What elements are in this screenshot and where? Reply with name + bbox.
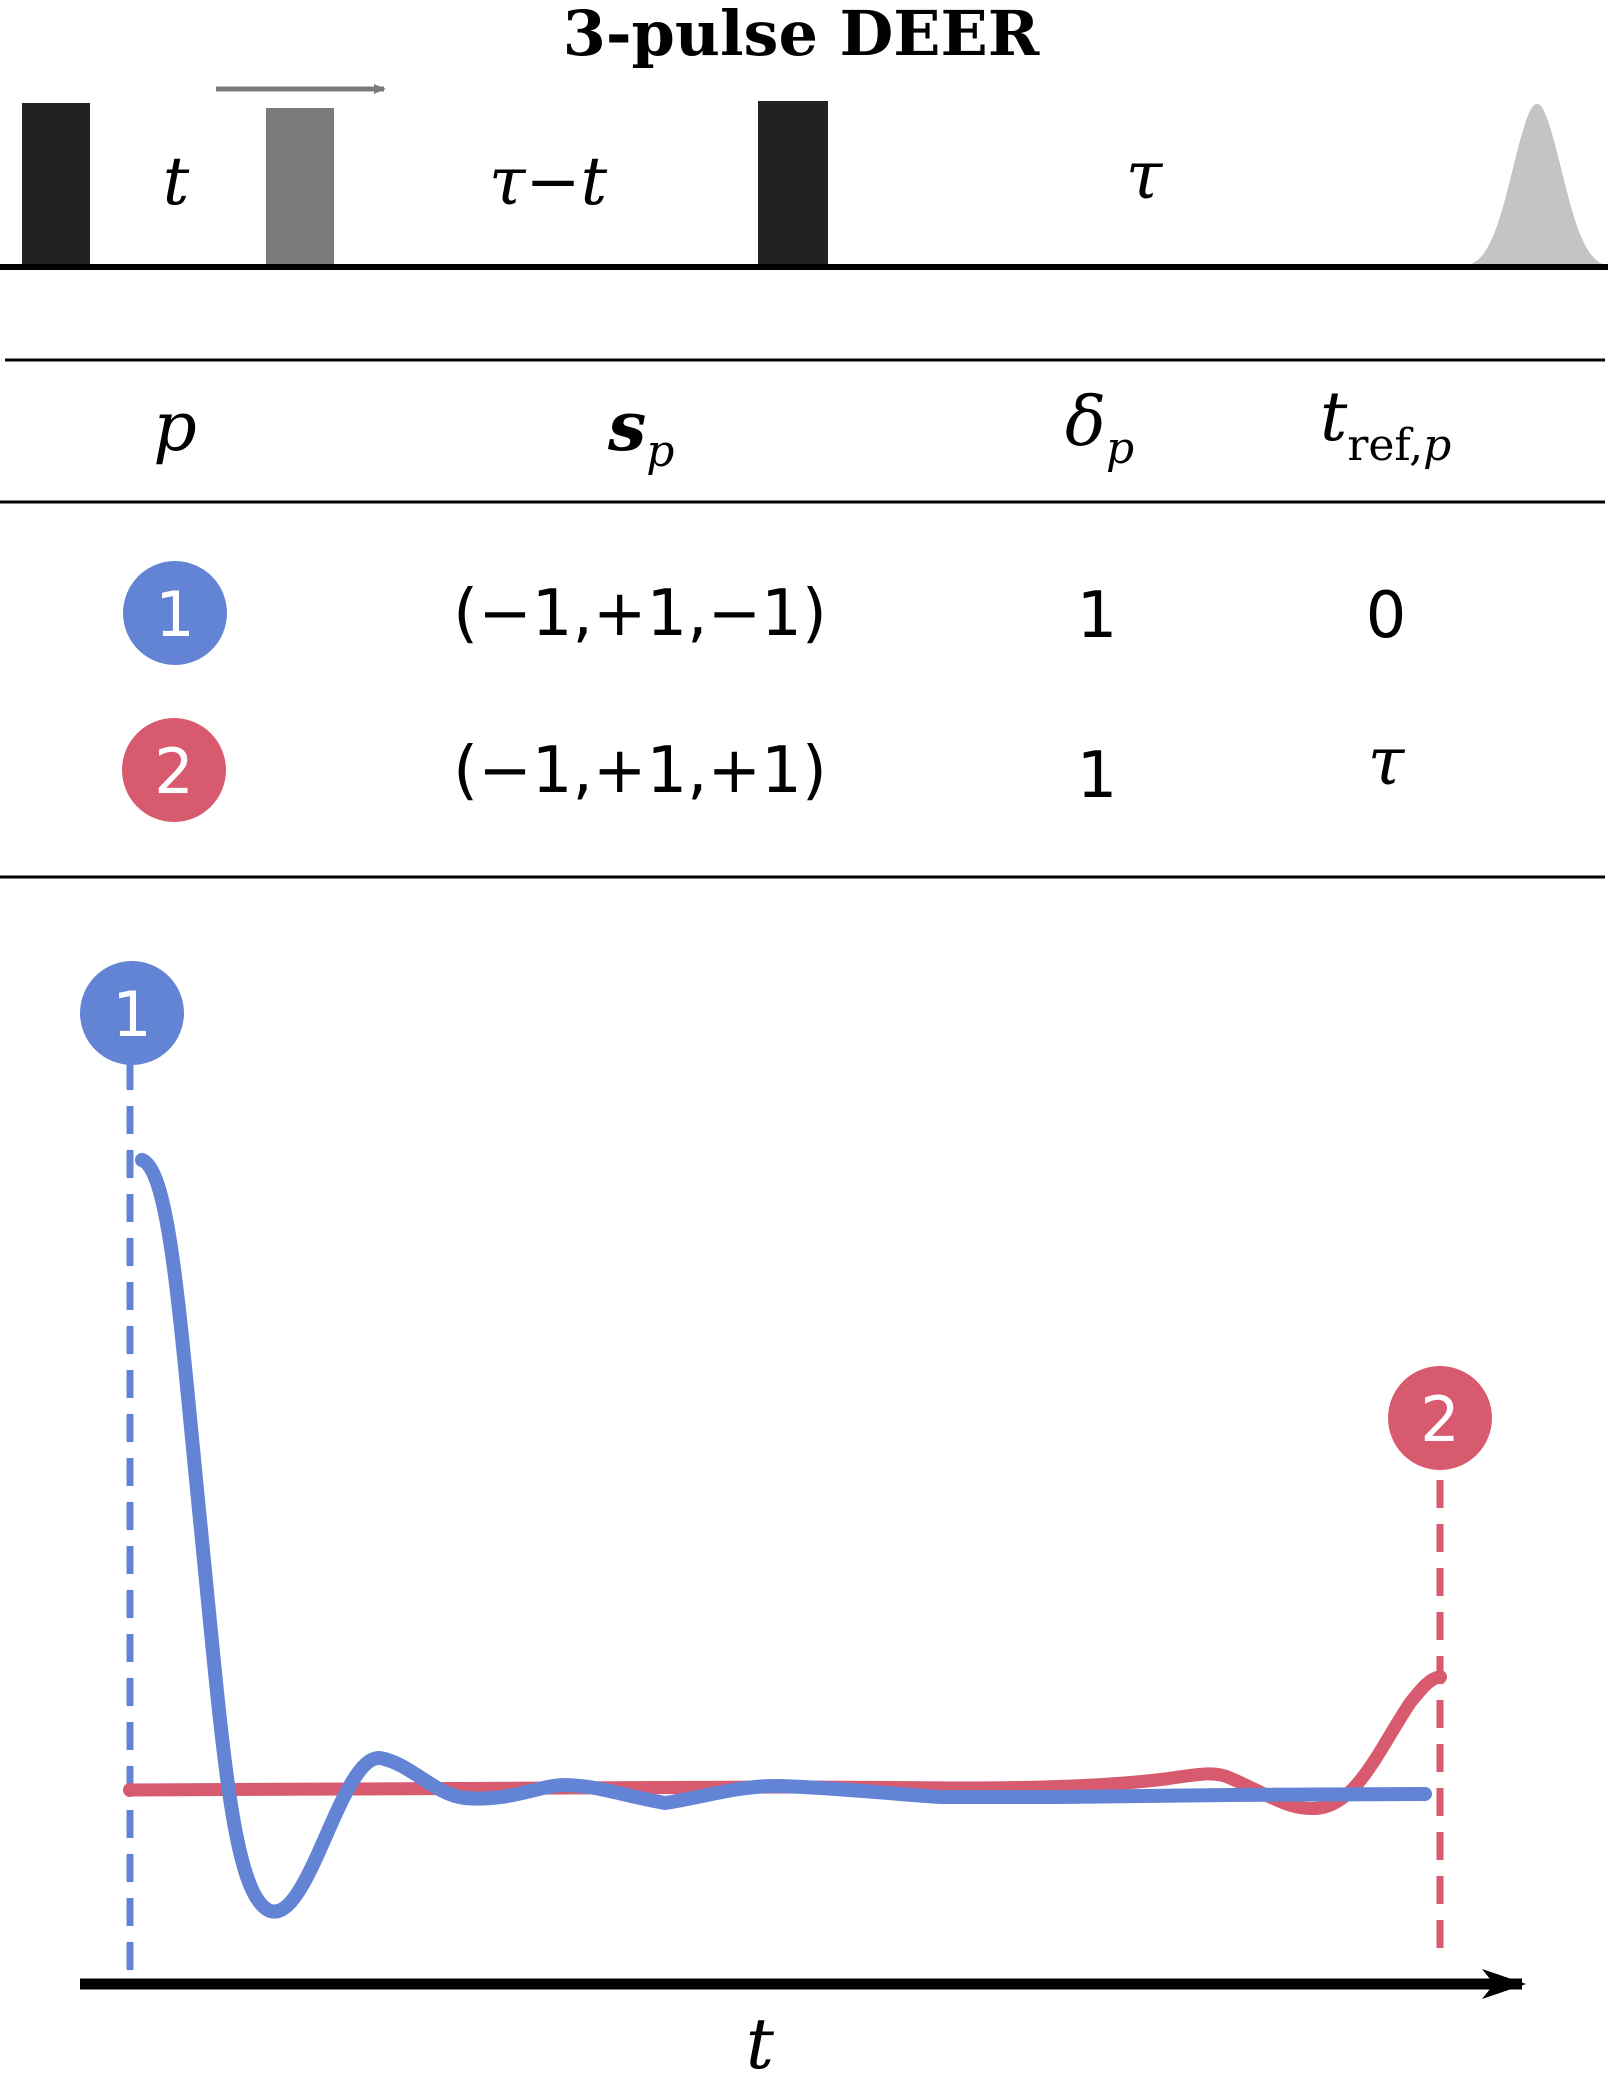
tref-cell: τ	[1368, 723, 1406, 800]
figure-title: 3-pulse DEER	[563, 0, 1040, 70]
pathway-1-marker-label: 1	[112, 978, 151, 1051]
s-vector-cell: (−1,+1,−1)	[453, 577, 827, 651]
delta-cell: 1	[1077, 579, 1118, 653]
pulse-2-pump	[266, 108, 334, 265]
header-s-p: sp	[607, 387, 674, 477]
pathway-2-marker	[1388, 1366, 1492, 1470]
header-tref-p: tref,p	[1320, 378, 1451, 471]
pathway-plot: 1 2 t	[80, 961, 1526, 2077]
tref-cell: 0	[1366, 579, 1407, 653]
pathway-badge-2	[122, 718, 226, 822]
pathway-badge-label: 1	[155, 578, 194, 651]
table-row: 2 (−1,+1,+1) 1 τ	[122, 718, 1406, 822]
pulse-1	[22, 103, 90, 265]
header-p: p	[153, 388, 197, 467]
pathway-table: p sp δp tref,p 1 (−1,+1,−1) 1 0 2 (−1,+1…	[0, 358, 1605, 879]
header-delta-p: δp	[1065, 383, 1134, 474]
delta-cell: 1	[1077, 739, 1118, 813]
delay-label-tau-minus-t: τ−t	[489, 143, 608, 220]
s-vector-cell: (−1,+1,+1)	[453, 734, 827, 808]
pathway-badge-label: 2	[154, 735, 193, 808]
pathway-2-end-dot	[1433, 1670, 1447, 1684]
pulse-3	[758, 101, 828, 265]
echo-shape	[1462, 104, 1608, 266]
table-row: 1 (−1,+1,−1) 1 0	[123, 561, 1406, 665]
pathway-2-start-dot	[123, 1783, 137, 1797]
pathway-1-signal	[135, 1153, 1432, 1919]
pulse-sequence: t τ−t τ	[0, 84, 1608, 270]
pathway-badge-1	[123, 561, 227, 665]
pathway-2-marker-label: 2	[1420, 1383, 1459, 1456]
pathway-1-marker	[80, 961, 184, 1065]
pathway-1-start-dot	[135, 1153, 149, 1167]
delay-label-tau: τ	[1126, 137, 1164, 214]
delay-label-t: t	[163, 143, 190, 220]
time-axis-label: t	[746, 2003, 775, 2077]
